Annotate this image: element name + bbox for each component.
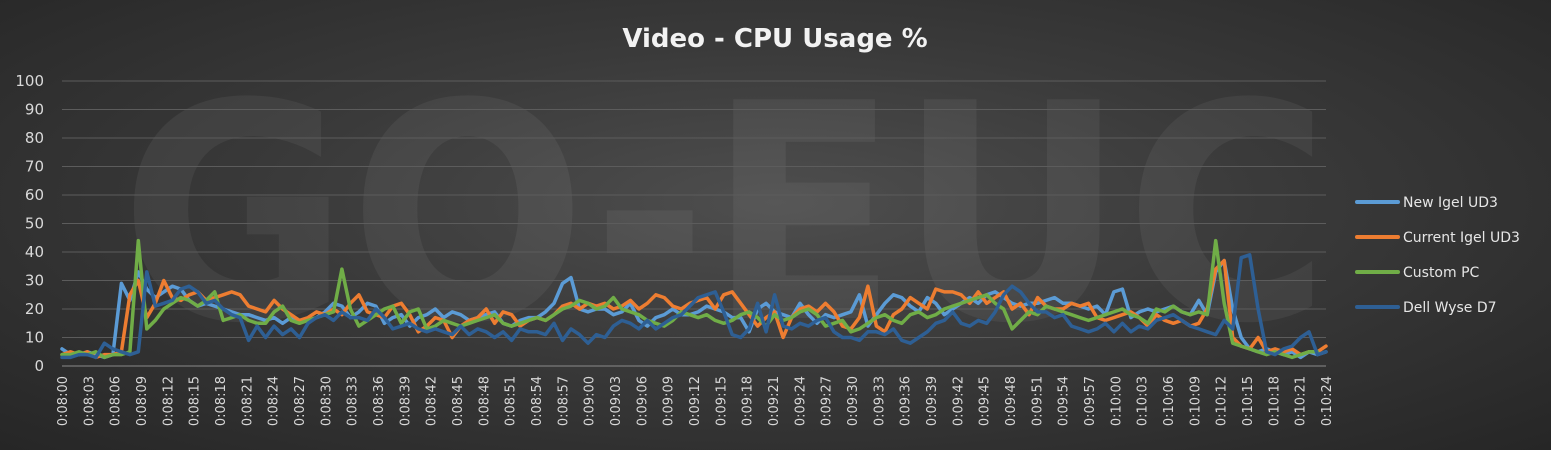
x-tick-label: 0:08:21 bbox=[240, 376, 255, 426]
y-tick-label: 0 bbox=[34, 357, 44, 375]
x-tick-label: 0:08:51 bbox=[504, 376, 519, 426]
series-line-dell-wyse-d7 bbox=[60, 253, 1328, 360]
y-tick-label: 60 bbox=[25, 186, 44, 204]
x-tick-label: 0:09:06 bbox=[635, 376, 650, 426]
y-tick-label: 30 bbox=[25, 272, 44, 290]
x-tick-label: 0:10:15 bbox=[1241, 376, 1256, 426]
y-tick-label: 70 bbox=[25, 158, 44, 176]
x-tick-label: 0:08:15 bbox=[188, 376, 203, 426]
y-tick-label: 100 bbox=[15, 72, 44, 90]
x-tick-label: 0:09:45 bbox=[978, 376, 993, 426]
x-tick-label: 0:08:09 bbox=[135, 376, 150, 426]
x-tick-label: 0:08:48 bbox=[477, 376, 492, 426]
x-tick-label: 0:09:48 bbox=[1004, 376, 1019, 426]
x-tick-label: 0:10:21 bbox=[1294, 376, 1309, 426]
x-tick-label: 0:08:27 bbox=[293, 376, 308, 426]
x-tick-label: 0:08:39 bbox=[398, 376, 413, 426]
y-tick-label: 80 bbox=[25, 129, 44, 147]
y-tick-label: 20 bbox=[25, 300, 44, 318]
x-tick-label: 0:09:27 bbox=[820, 376, 835, 426]
x-tick-label: 0:09:54 bbox=[1057, 376, 1072, 426]
x-tick-label: 0:08:57 bbox=[556, 376, 571, 426]
legend-label-new-igel-ud3: New Igel UD3 bbox=[1403, 195, 1498, 211]
legend: New Igel UD3 Current Igel UD3 Custom PC Del… bbox=[1355, 195, 1520, 316]
x-tick-label: 0:08:00 bbox=[56, 376, 71, 426]
x-tick-label: 0:09:12 bbox=[688, 376, 703, 426]
x-tick-label: 0:08:24 bbox=[267, 376, 282, 426]
x-tick-label: 0:10:09 bbox=[1188, 376, 1203, 426]
x-tick-label: 0:09:39 bbox=[925, 376, 940, 426]
x-tick-label: 0:09:24 bbox=[793, 376, 808, 426]
x-tick-label: 0:09:33 bbox=[872, 376, 887, 426]
x-tick-label: 0:09:30 bbox=[846, 376, 861, 426]
y-tick-label: 10 bbox=[25, 329, 44, 347]
chart-title: Video - CPU Usage % bbox=[622, 24, 927, 54]
x-tick-label: 0:09:09 bbox=[662, 376, 677, 426]
x-tick-label: 0:08:12 bbox=[161, 376, 176, 426]
x-tick-label: 0:10:24 bbox=[1320, 376, 1335, 426]
y-tick-label: 50 bbox=[25, 215, 44, 233]
x-tick-label: 0:09:57 bbox=[1083, 376, 1098, 426]
y-axis: 0 10 20 30 40 50 60 70 80 90 100 bbox=[15, 72, 44, 375]
x-tick-label: 0:09:00 bbox=[583, 376, 598, 426]
x-axis: 0:08:00 0:08:03 0:08:06 0:08:09 0:08:12 0:08:… bbox=[56, 376, 1335, 426]
x-tick-label: 0:08:36 bbox=[372, 376, 387, 426]
x-tick-label: 0:10:03 bbox=[1136, 376, 1151, 426]
x-tick-label: 0:10:00 bbox=[1109, 376, 1124, 426]
legend-label-current-igel-ud3: Current Igel UD3 bbox=[1403, 230, 1520, 246]
x-tick-label: 0:10:12 bbox=[1215, 376, 1230, 426]
y-tick-label: 40 bbox=[25, 243, 44, 261]
legend-label-custom-pc: Custom PC bbox=[1403, 265, 1480, 281]
x-tick-label: 0:09:42 bbox=[951, 376, 966, 426]
gridlines bbox=[62, 80, 1326, 367]
x-tick-label: 0:10:06 bbox=[1162, 376, 1177, 426]
x-tick-label: 0:08:06 bbox=[109, 376, 124, 426]
x-tick-label: 0:10:18 bbox=[1267, 376, 1282, 426]
y-tick-label: 90 bbox=[25, 101, 44, 119]
x-tick-label: 0:09:51 bbox=[1030, 376, 1045, 426]
x-tick-label: 0:09:18 bbox=[741, 376, 756, 426]
series-line-new-igel-ud3 bbox=[60, 258, 1328, 360]
x-tick-label: 0:09:03 bbox=[609, 376, 624, 426]
x-tick-label: 0:08:33 bbox=[346, 376, 361, 426]
series-lines bbox=[60, 238, 1328, 360]
x-tick-label: 0:09:36 bbox=[899, 376, 914, 426]
x-tick-label: 0:09:21 bbox=[767, 376, 782, 426]
x-tick-label: 0:09:15 bbox=[714, 376, 729, 426]
series-line-custom-pc bbox=[60, 238, 1320, 360]
x-tick-label: 0:08:42 bbox=[425, 376, 440, 426]
x-tick-label: 0:08:30 bbox=[319, 376, 334, 426]
x-tick-label: 0:08:54 bbox=[530, 376, 545, 426]
x-tick-label: 0:08:18 bbox=[214, 376, 229, 426]
x-tick-label: 0:08:03 bbox=[82, 376, 97, 426]
x-tick-label: 0:08:45 bbox=[451, 376, 466, 426]
legend-label-dell-wyse-d7: Dell Wyse D7 bbox=[1403, 300, 1497, 316]
